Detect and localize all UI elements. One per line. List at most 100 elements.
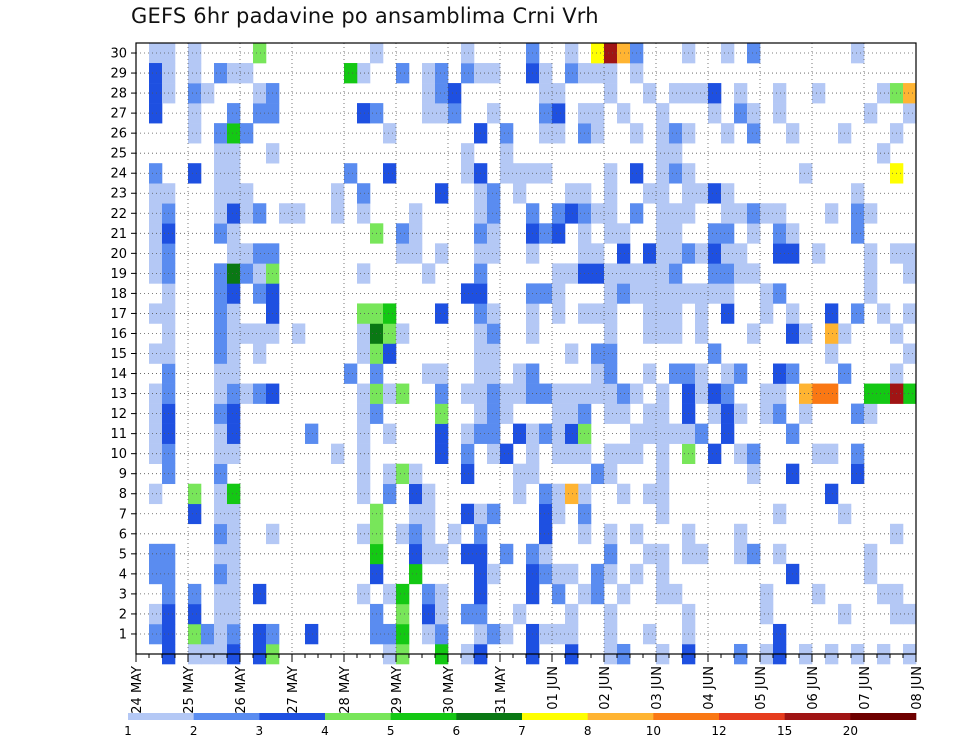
heatmap-cell	[253, 263, 267, 284]
heatmap-cell	[643, 423, 657, 444]
legend-label: 6	[453, 724, 461, 738]
heatmap-cell	[539, 543, 553, 565]
heatmap-cell	[851, 463, 865, 485]
heatmap-cell	[773, 363, 787, 384]
heatmap-cell	[903, 83, 917, 104]
heatmap-cell	[240, 123, 254, 144]
y-tick-label: 21	[110, 227, 127, 242]
heatmap-cell	[591, 303, 605, 324]
heatmap-cell	[799, 163, 813, 184]
y-tick-label: 26	[110, 127, 127, 142]
y-tick-label: 23	[110, 187, 127, 202]
heatmap-cell	[604, 283, 618, 304]
heatmap-cell	[253, 323, 267, 344]
heatmap-cell	[695, 183, 709, 204]
heatmap-cell	[552, 123, 566, 144]
y-tick-label: 4	[119, 567, 127, 582]
heatmap-cell	[604, 63, 618, 84]
heatmap-cell	[227, 183, 241, 204]
heatmap-cell	[357, 343, 371, 364]
heatmap-cell	[656, 563, 670, 585]
heatmap-cell	[383, 383, 397, 404]
heatmap-cell	[227, 63, 241, 84]
y-tick-label: 19	[110, 267, 127, 282]
heatmap-cell	[643, 483, 657, 505]
heatmap-cell	[396, 63, 410, 84]
heatmap-cell	[669, 83, 683, 104]
heatmap-cell	[552, 503, 566, 525]
heatmap-cell	[409, 223, 423, 244]
heatmap-cell	[227, 103, 241, 124]
heatmap-cell	[461, 503, 475, 525]
heatmap-cell	[487, 223, 501, 244]
heatmap-cell	[851, 443, 865, 464]
heatmap-cell	[500, 163, 514, 184]
heatmap-cell	[188, 583, 202, 605]
heatmap-cell	[357, 383, 371, 404]
heatmap-cell	[435, 363, 449, 384]
heatmap-cell	[877, 303, 891, 324]
y-tick-label: 5	[119, 547, 127, 562]
heatmap-cell	[357, 103, 371, 124]
heatmap-cell	[227, 563, 241, 585]
heatmap-cell	[617, 403, 631, 424]
heatmap-cell	[708, 83, 722, 104]
heatmap-cell	[149, 483, 163, 505]
heatmap-cell	[721, 203, 735, 224]
heatmap-cell	[383, 463, 397, 485]
heatmap-cell	[552, 203, 566, 224]
heatmap-cell	[617, 263, 631, 284]
heatmap-cell	[149, 403, 163, 424]
heatmap-cell	[227, 123, 241, 144]
heatmap-cell	[604, 603, 618, 625]
heatmap-cell	[188, 123, 202, 144]
legend-label: 8	[584, 724, 592, 738]
x-tick-label: 06 JUN	[806, 666, 821, 710]
heatmap-cell	[760, 303, 774, 324]
heatmap-cell	[643, 303, 657, 324]
heatmap-cell	[201, 83, 215, 104]
heatmap-cell	[656, 443, 670, 464]
heatmap-cell	[227, 223, 241, 244]
heatmap-cell	[565, 63, 579, 84]
heatmap-cell	[760, 203, 774, 224]
heatmap-cell	[591, 463, 605, 485]
heatmap-cell	[396, 603, 410, 625]
heatmap-cell	[487, 423, 501, 444]
heatmap-cell	[565, 383, 579, 404]
heatmap-cell	[435, 383, 449, 404]
heatmap-cell	[851, 43, 865, 64]
heatmap-cell	[227, 623, 241, 645]
heatmap-cell	[903, 243, 917, 264]
heatmap-cell	[812, 443, 826, 464]
heatmap-cell	[773, 203, 787, 224]
legend-label: 5	[387, 724, 395, 738]
heatmap-cell	[656, 383, 670, 404]
heatmap-cell	[513, 383, 527, 404]
heatmap-cell	[357, 523, 371, 545]
y-tick-label: 18	[110, 287, 127, 302]
heatmap-cell	[708, 383, 722, 404]
heatmap-cell	[383, 343, 397, 364]
heatmap-cell	[747, 223, 761, 244]
heatmap-cell	[227, 163, 241, 184]
legend-label: 4	[321, 724, 329, 738]
heatmap-cell	[253, 383, 267, 404]
heatmap-cell	[760, 283, 774, 304]
legend-label: 12	[711, 724, 726, 738]
heatmap-cell	[149, 443, 163, 464]
heatmap-cell	[617, 483, 631, 505]
heatmap-cell	[435, 303, 449, 324]
heatmap-cell	[500, 383, 514, 404]
heatmap-cell	[656, 543, 670, 565]
heatmap-cell	[461, 143, 475, 164]
heatmap-cell	[773, 403, 787, 424]
heatmap-cell	[669, 143, 683, 164]
heatmap-cell	[721, 423, 735, 444]
heatmap-cell	[864, 203, 878, 224]
x-tick-label: 25 MAY	[182, 666, 197, 714]
heatmap-cell	[565, 183, 579, 204]
heatmap-cell	[383, 583, 397, 605]
heatmap-cell	[708, 223, 722, 244]
heatmap-cell	[552, 283, 566, 304]
